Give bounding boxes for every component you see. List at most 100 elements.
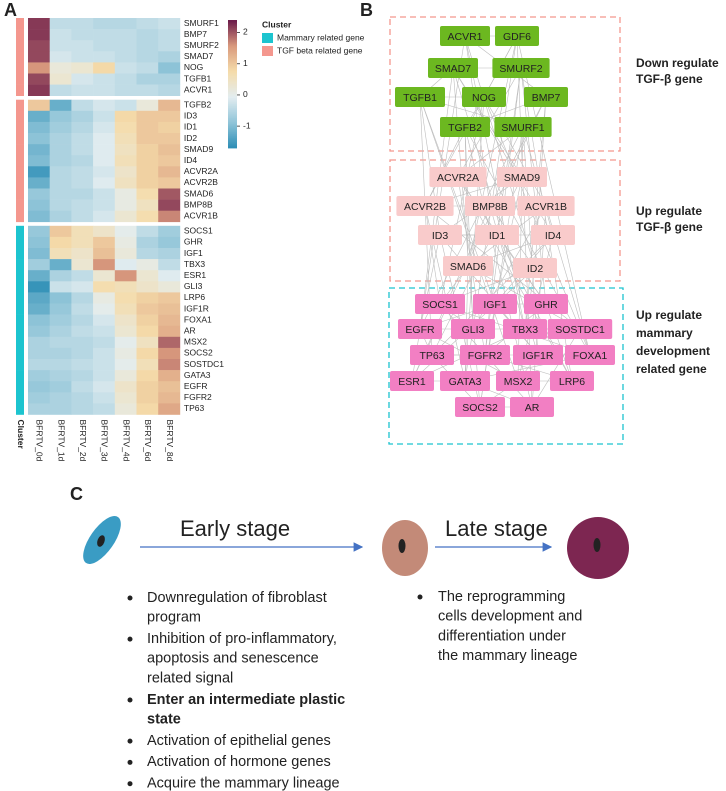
heatmap-cell (158, 121, 181, 134)
colorbar-step (228, 146, 237, 149)
heatmap-cell (71, 248, 94, 260)
heatmap-cell (71, 144, 94, 156)
heatmap-cell (158, 84, 181, 96)
colorbar-step (228, 106, 237, 109)
colorbar-step (228, 140, 237, 143)
cluster-cell (16, 210, 24, 223)
heatmap-cell (93, 99, 116, 112)
cluster-cell (16, 259, 24, 271)
heatmap-cell (158, 29, 181, 41)
bullet (127, 595, 133, 601)
panel-label: B (360, 0, 373, 20)
heatmap-cell (93, 40, 116, 52)
colorbar-step (228, 124, 237, 127)
row-label: FGFR2 (184, 392, 212, 402)
heatmap-cell (28, 29, 50, 41)
node-label: SOCS2 (462, 402, 498, 414)
heatmap-cell (71, 99, 94, 112)
node (565, 345, 615, 365)
heatmap-cell (71, 336, 94, 349)
heatmap-cell (158, 225, 181, 238)
heatmap-cell (71, 259, 94, 271)
colorbar-step (228, 24, 237, 27)
cluster-cell (16, 177, 24, 189)
heatmap-cell (28, 370, 50, 382)
legend-swatch (262, 46, 273, 56)
heatmap-cell (136, 210, 159, 223)
row-label: ACVR2B (184, 177, 218, 187)
node-label: GLI3 (462, 324, 485, 336)
group-label: Up regulate (636, 308, 702, 322)
colorbar-step (228, 132, 237, 135)
panel-label: C (70, 484, 83, 504)
row-label: LRP6 (184, 292, 206, 302)
heatmap-cell (71, 73, 94, 85)
heatmap-cell (28, 359, 50, 371)
colorbar-step (228, 68, 237, 71)
heatmap-cell (114, 281, 137, 293)
heatmap-cell (49, 236, 72, 249)
node (524, 294, 568, 314)
node (440, 26, 490, 46)
heatmap-cell (28, 347, 50, 360)
heatmap-cell (28, 155, 50, 167)
heatmap-cell (49, 73, 72, 85)
heatmap-cell (93, 166, 116, 178)
row-label: SMURF1 (184, 18, 219, 28)
heatmap-cell (93, 236, 116, 249)
bullet-text: differentiation under (438, 628, 566, 644)
cluster-cell (16, 73, 24, 85)
heatmap-cell (93, 155, 116, 167)
group-label: Up regulate (636, 204, 702, 218)
cluster-cell (16, 29, 24, 41)
edge (464, 126, 474, 330)
heatmap-cell (93, 248, 116, 260)
group-box (389, 16, 621, 152)
heatmap-cell (28, 144, 50, 156)
node (418, 225, 462, 245)
node-label: SMAD9 (504, 172, 540, 184)
network: ACVR1 GDF6 SMAD7 SMURF2 TGFB1 NOG BMP7 TGFB2 SMU… (388, 16, 719, 445)
colorbar-step (228, 64, 237, 67)
cluster-cell (16, 133, 24, 145)
colorbar-step (228, 130, 237, 133)
colorbar-label: 2 (243, 27, 248, 37)
node-label: SMAD7 (435, 63, 471, 75)
cluster-cell (16, 199, 24, 211)
node (455, 397, 505, 417)
edge (424, 126, 466, 207)
heatmap: SMURF1BMP7SMURF2SMAD7NOGTGFB1ACVR1TGFB2I… (16, 18, 365, 462)
heatmap-cell (158, 133, 181, 145)
row-label: SMAD9 (184, 144, 214, 154)
heatmap-cell (114, 166, 137, 178)
heatmap-cell (28, 403, 50, 415)
heatmap-cell (28, 381, 50, 393)
heatmap-cell (158, 370, 181, 382)
column-label: BFRTV_2d (78, 420, 88, 462)
heatmap-cell (114, 133, 137, 145)
heatmap-cell (136, 99, 159, 112)
colorbar-step (228, 138, 237, 141)
node (531, 225, 575, 245)
heatmap-cell (158, 166, 181, 178)
cluster-cell (16, 314, 24, 326)
heatmap-cell (158, 359, 181, 371)
column-label: BFRTV_8d (165, 420, 175, 462)
bullet (127, 738, 133, 744)
row-label: ACVR1B (184, 211, 218, 221)
node-label: MSX2 (504, 376, 533, 388)
column-label: BFRTV_6d (143, 420, 153, 462)
heatmap-cell (158, 292, 181, 304)
heatmap-cell (114, 403, 137, 415)
heatmap-cell (93, 270, 116, 282)
heatmap-cell (136, 281, 159, 293)
cluster-cell (16, 270, 24, 282)
heatmap-cell (49, 259, 72, 271)
heatmap-cell (158, 73, 181, 85)
node-label: SOCS1 (422, 299, 458, 311)
cluster-cell (16, 40, 24, 52)
colorbar-step (228, 32, 237, 35)
heatmap-cell (158, 347, 181, 360)
heatmap-cell (28, 99, 50, 112)
heatmap-cell (28, 248, 50, 260)
